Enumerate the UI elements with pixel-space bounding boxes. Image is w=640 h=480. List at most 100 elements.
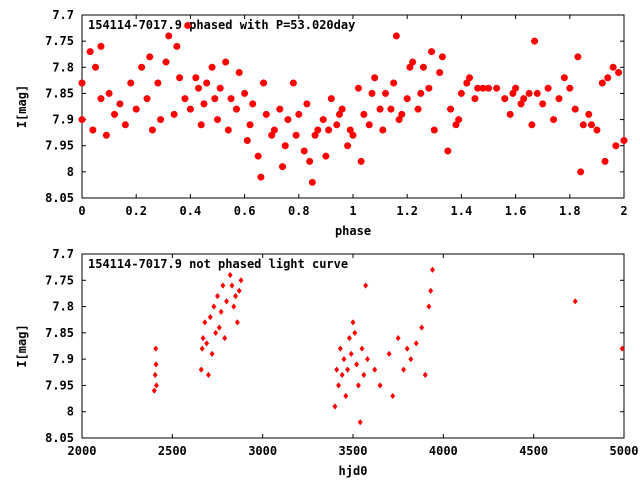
top-data-point [566,84,574,92]
bottom-data-point [153,382,159,389]
top-data-point [306,157,314,165]
top-data-point [525,89,533,97]
top-data-point [211,95,219,103]
top-data-point [170,110,178,118]
top-data-point [506,110,514,118]
bottom-data-point [227,271,233,279]
top-data-point [92,63,100,71]
top-data-point [493,84,501,92]
bottom-data-point [343,392,349,400]
top-data-point [157,116,165,124]
top-data-point [484,84,492,92]
top-data-point [222,58,230,66]
bottom-chart-title: 154114-7017.9 not phased light curve [88,257,348,271]
top-data-point [235,69,243,77]
bottom-data-point [429,266,436,273]
bottom-data-point [364,355,370,363]
bottom-x-tick-label: 3500 [339,444,368,458]
top-data-point [577,168,585,176]
bottom-data-point [354,361,360,368]
top-x-tick-label: 0.4 [180,204,202,218]
top-data-point [111,110,119,118]
top-data-point [260,79,268,87]
bottom-data-point [334,366,340,373]
top-data-point [593,126,601,134]
top-data-point [438,53,446,61]
top-data-point [289,79,297,87]
top-data-point [227,95,235,103]
bottom-data-point [220,282,226,289]
bottom-data-point [352,329,358,337]
bottom-data-point [199,345,205,352]
bottom-data-point [350,319,356,326]
top-data-point [281,142,289,150]
top-data-point [587,121,595,129]
top-data-point [249,100,257,108]
top-data-point [197,121,205,129]
top-data-point [368,89,376,97]
top-data-point [78,116,86,124]
top-data-point [203,79,211,87]
top-data-point [105,89,113,97]
top-data-point [414,105,422,113]
bottom-data-point [198,366,204,373]
top-data-point [284,116,292,124]
bottom-data-point [419,324,425,331]
top-data-point [214,116,222,124]
top-data-point [620,136,628,144]
top-x-tick-label: 1.6 [505,204,527,218]
top-y-tick-label: 8.05 [45,191,74,205]
top-data-point [116,100,124,108]
top-data-point [224,126,232,134]
top-data-point [615,69,623,77]
top-data-point [200,100,208,108]
unphased-light-curve-plot: 2000 2500 3000 3500 4000 4500 5000 7.7 7.75 7.8 7.… [15,247,638,478]
top-x-axis-label: phase [335,224,371,238]
phased-light-curve-plot: 0 0.2 0.4 0.6 0.8 1 1.2 1.4 1.6 1.8 2 7.7 7.75 7.8 7.8… [15,8,628,238]
bottom-data-point [428,287,434,295]
bottom-y-tick-label: 8 [67,405,74,419]
top-data-point [246,121,254,129]
top-data-point [86,48,94,56]
top-data-point [403,95,411,103]
top-data-point [78,79,86,87]
bottom-data-point [426,303,432,310]
top-data-point [466,74,474,82]
top-data-point [276,105,284,113]
top-data-point [257,173,265,181]
top-data-point [365,121,373,129]
bottom-data-point [404,345,410,352]
top-data-point [392,32,400,40]
top-data-point [173,42,181,50]
bottom-plot-frame [81,253,625,439]
bottom-data-point [211,303,217,310]
bottom-data-point [348,350,354,358]
top-data-point [533,89,541,97]
top-data-point [501,95,509,103]
top-data-point [544,84,552,92]
top-data-point [262,110,270,118]
top-data-point [398,110,406,118]
bottom-data-point [359,345,365,352]
top-y-tick-label: 7.95 [45,139,74,153]
top-data-point [436,69,444,77]
top-data-point [457,89,465,97]
top-data-point [89,126,97,134]
top-x-tick-label: 1.4 [451,204,473,218]
top-data-point [447,105,455,113]
bottom-data-point [238,277,244,284]
bottom-y-tick-label: 8.05 [45,431,74,445]
top-data-point [579,121,587,129]
top-data-point [574,53,582,61]
bottom-data-point [231,303,237,310]
bottom-data-point [200,334,206,342]
bottom-y-tick-label: 7.85 [45,326,74,340]
bottom-x-tick-label: 2000 [68,444,97,458]
top-data-point [430,126,438,134]
top-x-tick-label: 1.2 [396,204,418,218]
top-x-tick-label: 0.6 [234,204,256,218]
top-data-point [319,116,327,124]
top-data-point [333,121,341,129]
top-data-point [419,63,427,71]
